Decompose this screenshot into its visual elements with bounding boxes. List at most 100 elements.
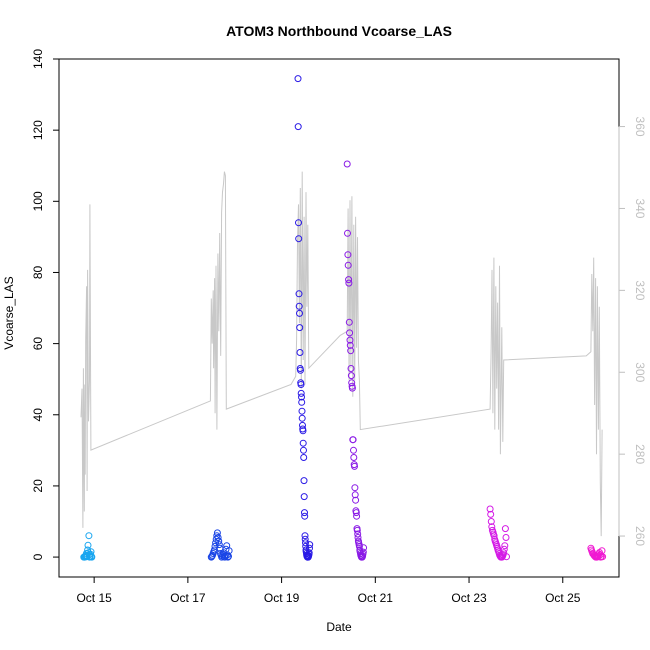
data-point-3-8	[346, 336, 354, 344]
chart-title: ATOM3 Northbound Vcoarse_LAS	[226, 23, 452, 39]
data-point-0-17	[87, 548, 95, 556]
data-point-2-27	[301, 512, 309, 520]
data-point-2-29	[301, 535, 309, 543]
data-point-0-19	[88, 553, 96, 561]
data-point-3-12	[347, 372, 355, 380]
data-point-2-45	[305, 549, 313, 557]
data-point-4-28	[502, 534, 510, 541]
data-point-3-10	[347, 347, 355, 355]
plot-frame	[58, 58, 620, 578]
data-point-3-18	[350, 446, 357, 454]
data-point-2-14	[298, 393, 305, 401]
y2-tick-label-300: 300	[633, 362, 647, 382]
plot-area: 0 20 40 60 80 100 120 140 260 280 300 320 340 360 Oct …	[31, 49, 647, 605]
data-point-3-21	[351, 462, 358, 470]
data-point-3-19	[350, 454, 358, 461]
data-point-3-6	[345, 318, 353, 326]
data-point-3-5	[345, 279, 353, 287]
data-point-2-15	[298, 398, 306, 406]
data-point-2-7	[296, 324, 304, 332]
data-point-2-5	[295, 302, 303, 310]
data-point-2-30	[302, 539, 309, 547]
y2-tick-label-280: 280	[633, 444, 647, 464]
data-point-2-46	[306, 544, 313, 552]
data-point-0-12	[85, 532, 93, 540]
x-tick-label-0: Oct 15	[76, 591, 112, 605]
data-point-3-26	[352, 509, 360, 517]
data-point-4-26	[501, 542, 509, 550]
data-point-4-25	[500, 545, 508, 553]
x-tick-label-4: Oct 23	[451, 591, 487, 605]
data-point-2-23	[300, 454, 308, 461]
data-point-2-24	[300, 477, 308, 485]
data-point-3-11	[347, 365, 355, 372]
data-point-2-3	[295, 235, 303, 243]
data-point-1-29	[225, 547, 233, 555]
y2-tick-label-360: 360	[633, 117, 647, 137]
data-point-2-0	[294, 75, 302, 83]
y-tick-label-20: 20	[31, 479, 45, 493]
data-point-2-12	[297, 381, 305, 388]
data-point-1-12	[215, 537, 223, 545]
y-tick-label-100: 100	[31, 191, 45, 211]
data-point-2-31	[302, 542, 310, 550]
x-tick-label-5: Oct 25	[545, 591, 581, 605]
data-point-3-2	[344, 251, 352, 259]
data-point-3-46	[359, 548, 367, 556]
data-point-2-8	[296, 349, 304, 356]
data-point-5-19	[599, 553, 607, 561]
data-point-3-47	[360, 544, 368, 552]
data-point-1-6	[211, 542, 219, 550]
data-point-3-4	[345, 276, 353, 284]
y-tick-label-40: 40	[31, 408, 45, 422]
data-point-3-31	[354, 534, 362, 541]
x-tick-label-3: Oct 21	[358, 591, 394, 605]
data-point-2-28	[301, 532, 309, 540]
y2-tick-label-320: 320	[633, 280, 647, 300]
data-point-2-22	[300, 446, 307, 454]
data-point-3-1	[344, 229, 351, 237]
y2-tick-label-260: 260	[633, 526, 647, 546]
data-point-2-18	[299, 421, 306, 429]
y-tick-label-80: 80	[31, 265, 45, 279]
data-point-1-10	[213, 529, 221, 537]
data-point-3-35	[355, 542, 363, 550]
data-point-4-1	[487, 510, 495, 518]
data-point-0-10	[84, 541, 92, 549]
y-tick-label-60: 60	[31, 337, 45, 351]
data-point-2-21	[299, 439, 307, 447]
data-point-2-26	[301, 509, 308, 517]
data-point-4-2	[487, 518, 495, 525]
data-point-3-13	[348, 379, 356, 387]
y-axis-label: Vcoarse_LAS	[2, 276, 16, 349]
data-point-2-25	[300, 493, 308, 501]
data-point-2-10	[297, 366, 304, 374]
data-point-3-0	[343, 160, 351, 168]
data-point-1-13	[215, 541, 223, 549]
y-tick-label-140: 140	[31, 49, 45, 69]
data-point-2-4	[295, 290, 303, 298]
data-point-3-7	[346, 329, 354, 337]
data-point-2-16	[298, 407, 306, 415]
data-point-1-11	[214, 534, 222, 541]
x-tick-label-1: Oct 17	[170, 591, 206, 605]
data-point-2-20	[299, 427, 307, 435]
data-point-4-27	[501, 525, 509, 533]
data-point-3-9	[346, 341, 354, 349]
y-tick-label-0: 0	[31, 553, 45, 560]
data-point-3-22	[351, 484, 359, 492]
data-point-2-6	[296, 309, 303, 317]
y-tick-label-120: 120	[31, 120, 45, 140]
data-point-2-2	[295, 219, 302, 227]
data-point-4-29	[503, 553, 510, 561]
data-point-3-24	[352, 496, 360, 504]
data-point-3-23	[351, 491, 359, 499]
data-point-2-13	[297, 389, 305, 397]
data-point-2-17	[298, 414, 306, 422]
data-point-3-3	[344, 261, 352, 269]
data-point-3-30	[354, 530, 362, 538]
data-point-2-47	[306, 541, 314, 549]
y2-tick-label-340: 340	[633, 198, 647, 218]
x-axis-label: Date	[326, 620, 352, 634]
data-point-3-17	[349, 436, 357, 444]
